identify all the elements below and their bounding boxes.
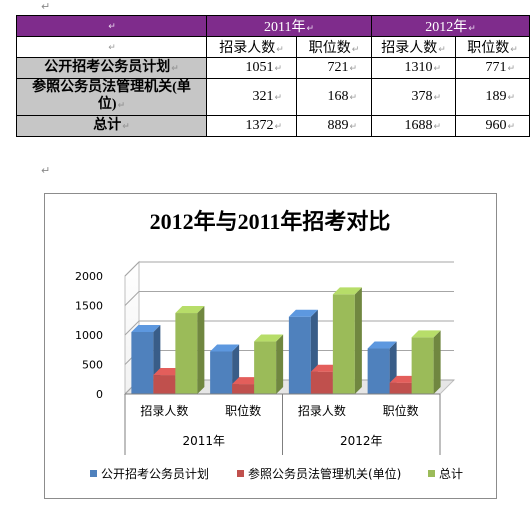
bar-side xyxy=(354,287,362,394)
legend-swatch xyxy=(428,470,435,477)
bar-top xyxy=(131,324,161,332)
paragraph-mark: ↵ xyxy=(41,164,51,177)
bar-top xyxy=(411,330,441,338)
y-axis-ticks: 0 500 1000 1500 2000 xyxy=(75,270,103,401)
table-cell: 189↵ xyxy=(454,78,531,116)
bar-front xyxy=(153,375,176,394)
bar-front xyxy=(411,337,434,394)
year-2011-header: 2011年↵ xyxy=(206,15,372,37)
table-subheader-row: ↵ 招录人数↵ 职位数↵ 招录人数↵ 职位数↵ xyxy=(16,36,531,58)
bar-front xyxy=(332,294,355,394)
y-tick-label: 500 xyxy=(82,359,103,372)
bar xyxy=(332,287,362,394)
table-cell: 721↵ xyxy=(296,57,372,79)
legend-item: 总计 xyxy=(428,467,463,481)
bar-front xyxy=(310,371,333,394)
bar-top xyxy=(210,344,240,352)
bar xyxy=(254,334,284,394)
bar xyxy=(210,344,240,394)
y-tick-label: 0 xyxy=(96,388,103,401)
year-2012-header: 2012年↵ xyxy=(370,15,531,37)
x-tick-label: 招录人数 xyxy=(298,403,346,418)
chart-bars xyxy=(131,287,441,394)
legend-label: 总计 xyxy=(439,467,463,481)
table-row: 参照公务员法管理机关(单位)↵ 321↵ 168↵ 378↵ 189↵ xyxy=(16,78,531,116)
bar-front xyxy=(232,384,255,394)
subheader-corner-cell: ↵ xyxy=(16,36,207,58)
row-label: 参照公务员法管理机关(单位)↵ xyxy=(16,78,207,116)
table-cell: 1310↵ xyxy=(371,57,456,79)
bar xyxy=(175,306,205,394)
table-header-row: ↵ 2011年↵ 2012年↵ xyxy=(16,15,531,37)
bar-front xyxy=(131,331,154,394)
table-cell: 168↵ xyxy=(296,78,372,116)
table-cell: 889↵ xyxy=(296,115,372,137)
bar-front xyxy=(288,316,311,394)
bar-top xyxy=(389,375,419,383)
bar-side xyxy=(197,306,205,394)
x-tick-label: 职位数 xyxy=(225,403,261,418)
bar-top xyxy=(153,368,183,376)
x-tick-label: 招录人数 xyxy=(140,403,188,418)
bar xyxy=(411,330,441,394)
x-tick-label: 职位数 xyxy=(383,403,419,418)
legend-item: 公开招考公务员计划 xyxy=(90,466,209,481)
bar-side xyxy=(433,330,441,394)
bar-top xyxy=(175,306,205,314)
chart-legend: 公开招考公务员计划 参照公务员法管理机关(单位) 总计 xyxy=(90,466,463,481)
table-row: 总计↵ 1372↵ 889↵ 1688↵ 960↵ xyxy=(16,115,531,137)
table-row: 公开招考公务员计划↵ 1051↵ 721↵ 1310↵ 771↵ xyxy=(16,57,531,79)
bar-front xyxy=(210,351,233,394)
legend-label: 公开招考公务员计划 xyxy=(101,466,209,481)
bar-side xyxy=(276,334,284,394)
subheader-2011-positions: 职位数↵ xyxy=(296,36,372,58)
bar-top xyxy=(332,287,362,295)
bar-front xyxy=(389,382,412,394)
table-cell: 378↵ xyxy=(371,78,456,116)
gridline xyxy=(124,261,454,277)
row-label: 总计↵ xyxy=(16,115,207,137)
row-label: 公开招考公务员计划↵ xyxy=(16,57,207,79)
y-tick-label: 1000 xyxy=(75,329,103,342)
x-group-label: 2012年 xyxy=(340,434,383,448)
subheader-2011-recruits: 招录人数↵ xyxy=(206,36,297,58)
gridline xyxy=(124,291,454,306)
x-axis-labels: 招录人数 职位数 招录人数 职位数 2011年 2012年 xyxy=(124,393,441,455)
chart-title: 2012年与2011年招考对比 xyxy=(150,209,391,234)
table-cell: 771↵ xyxy=(454,57,531,79)
table-cell: 1372↵ xyxy=(206,115,297,137)
y-tick-label: 1500 xyxy=(75,300,103,313)
subheader-2012-positions: 职位数↵ xyxy=(454,36,531,58)
bar-top xyxy=(367,341,397,349)
table-cell: 1051↵ xyxy=(206,57,297,79)
comparison-chart: 2012年与2011年招考对比 0 500 1000 1500 2000 招录人数 职位数… xyxy=(44,193,497,499)
legend-swatch xyxy=(237,470,244,477)
table-cell: 960↵ xyxy=(454,115,531,137)
header-corner-cell: ↵ xyxy=(16,15,207,37)
y-tick-label: 2000 xyxy=(75,270,103,283)
subheader-2012-recruits: 招录人数↵ xyxy=(371,36,456,58)
legend-label: 参照公务员法管理机关(单位) xyxy=(248,466,401,481)
table-cell: 1688↵ xyxy=(371,115,456,137)
recruitment-table: ↵ 2011年↵ 2012年↵ ↵ 招录人数↵ 职位数↵ 招录人数↵ 职位数↵ … xyxy=(16,15,531,137)
bar-front xyxy=(254,341,277,394)
chart-canvas: 2012年与2011年招考对比 0 500 1000 1500 2000 招录人数 职位数… xyxy=(75,209,463,481)
paragraph-mark: ↵ xyxy=(41,0,51,13)
bar-front xyxy=(175,313,198,394)
bar-front xyxy=(367,348,390,394)
bar-top xyxy=(310,364,340,372)
bar-top xyxy=(254,334,284,342)
bar-top xyxy=(288,309,318,317)
x-group-label: 2011年 xyxy=(182,434,225,448)
legend-swatch xyxy=(90,470,97,477)
table-cell: 321↵ xyxy=(206,78,297,116)
legend-item: 参照公务员法管理机关(单位) xyxy=(237,466,401,481)
bar-top xyxy=(232,377,262,385)
